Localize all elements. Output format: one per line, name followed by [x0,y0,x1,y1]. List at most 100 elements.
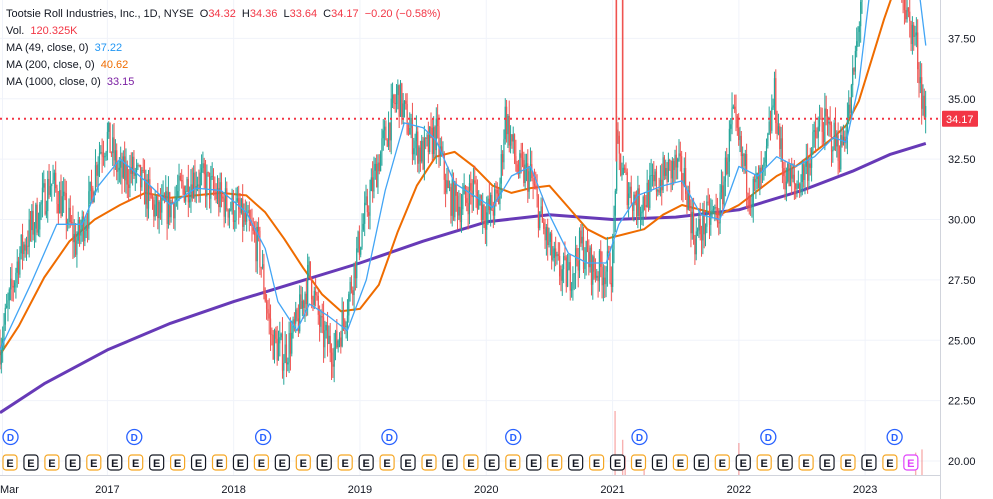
earnings-marker[interactable]: E [358,454,374,471]
candle-body [613,215,615,250]
earnings-marker-label: E [195,458,202,470]
dividend-marker[interactable]: D [886,428,903,446]
candle-body [861,0,863,2]
earnings-marker[interactable]: E [190,454,207,471]
earnings-marker[interactable]: E [714,454,730,471]
earnings-marker[interactable]: E [253,454,269,471]
candle-body [735,109,737,117]
earnings-marker[interactable]: E [651,454,668,471]
candle-body [625,169,627,173]
candle-body [265,301,268,310]
candle-body [539,211,541,229]
earnings-marker[interactable]: E [568,454,584,471]
candle-body [728,128,730,162]
earnings-marker[interactable]: E [170,454,186,471]
candle-body [52,180,54,184]
earnings-marker[interactable]: E [882,454,898,471]
earnings-marker[interactable]: E [65,454,81,471]
earnings-marker[interactable]: E [128,454,144,471]
candle-body [759,167,761,189]
price-tick-label: 30.00 [948,215,976,227]
earnings-marker[interactable]: E [316,454,332,471]
candle-body [788,163,790,187]
earnings-marker[interactable]: E [861,454,877,471]
earnings-marker[interactable]: E [463,454,479,471]
earnings-marker[interactable]: E [819,454,835,471]
earnings-marker[interactable]: E [840,454,856,471]
earnings-marker[interactable]: E [756,454,772,471]
candle-body [397,85,399,95]
candle-body [631,203,634,211]
time-tick-label: 2019 [348,484,372,496]
earnings-marker[interactable]: E [609,454,626,471]
dividend-marker[interactable]: D [126,428,143,446]
earnings-marker[interactable]: E [44,454,60,471]
candle-body [527,163,529,192]
candle-body [345,325,347,328]
dividend-marker[interactable]: D [2,428,19,446]
dividend-marker[interactable]: D [505,428,522,446]
earnings-marker[interactable]: E [735,454,751,471]
earnings-marker[interactable]: E [421,454,437,471]
candle-body [380,152,382,172]
earnings-marker[interactable]: E [588,454,605,471]
earnings-marker[interactable]: E [23,454,39,471]
earnings-marker[interactable]: E [232,454,249,471]
earnings-marker[interactable]: E [693,454,709,471]
candle-body [555,248,557,257]
candle-body [378,162,380,172]
candle-body [821,119,823,132]
candle-body [459,206,461,223]
earnings-marker-box [819,454,835,471]
candle-body [610,282,612,287]
earnings-marker[interactable]: E [149,454,165,471]
candle-body [716,207,719,223]
candle-body [68,207,70,223]
earnings-marker[interactable]: E [379,454,395,471]
dividend-marker[interactable]: D [760,428,777,446]
earnings-marker-box [128,454,144,471]
earnings-marker[interactable]: E [903,454,919,471]
earnings-marker[interactable]: E [107,454,123,471]
earnings-marker[interactable]: E [337,454,353,471]
candle-body [433,127,435,155]
earnings-marker[interactable]: E [547,454,563,471]
earnings-marker[interactable]: E [442,454,458,471]
earnings-marker[interactable]: E [86,454,102,471]
candle-body [512,134,514,142]
candle-body [403,100,406,104]
candle-body [740,135,742,157]
earnings-marker[interactable]: E [526,454,542,471]
candle-body [155,196,158,205]
candle-body [910,21,912,45]
earnings-marker[interactable]: E [777,454,793,471]
earnings-marker-label: E [698,458,705,470]
candle-body [590,247,593,285]
earnings-marker[interactable]: E [400,454,416,471]
dividend-marker[interactable]: D [631,428,648,446]
dividend-marker[interactable]: D [254,428,272,446]
candle-body [259,230,261,268]
earnings-marker[interactable]: E [295,454,311,471]
dividend-marker[interactable]: D [381,428,398,446]
candle-body [264,292,266,302]
candle-body [816,137,818,139]
earnings-marker[interactable]: E [505,454,521,471]
dividend-marker-circle [505,428,522,446]
candle-body [586,241,589,253]
earnings-marker[interactable]: E [672,454,689,471]
candle-body [723,181,725,205]
candle-body [219,182,221,208]
earnings-marker[interactable]: E [630,454,647,471]
candle-body [0,350,2,365]
earnings-marker[interactable]: E [2,454,18,471]
candle-body [94,165,97,193]
earnings-marker[interactable]: E [484,454,500,471]
earnings-marker[interactable]: E [274,454,290,471]
earnings-marker[interactable]: E [211,454,228,471]
earnings-marker[interactable]: E [798,454,814,471]
candle-body [837,135,839,161]
candle-body [491,195,493,211]
candle-body [410,117,412,128]
